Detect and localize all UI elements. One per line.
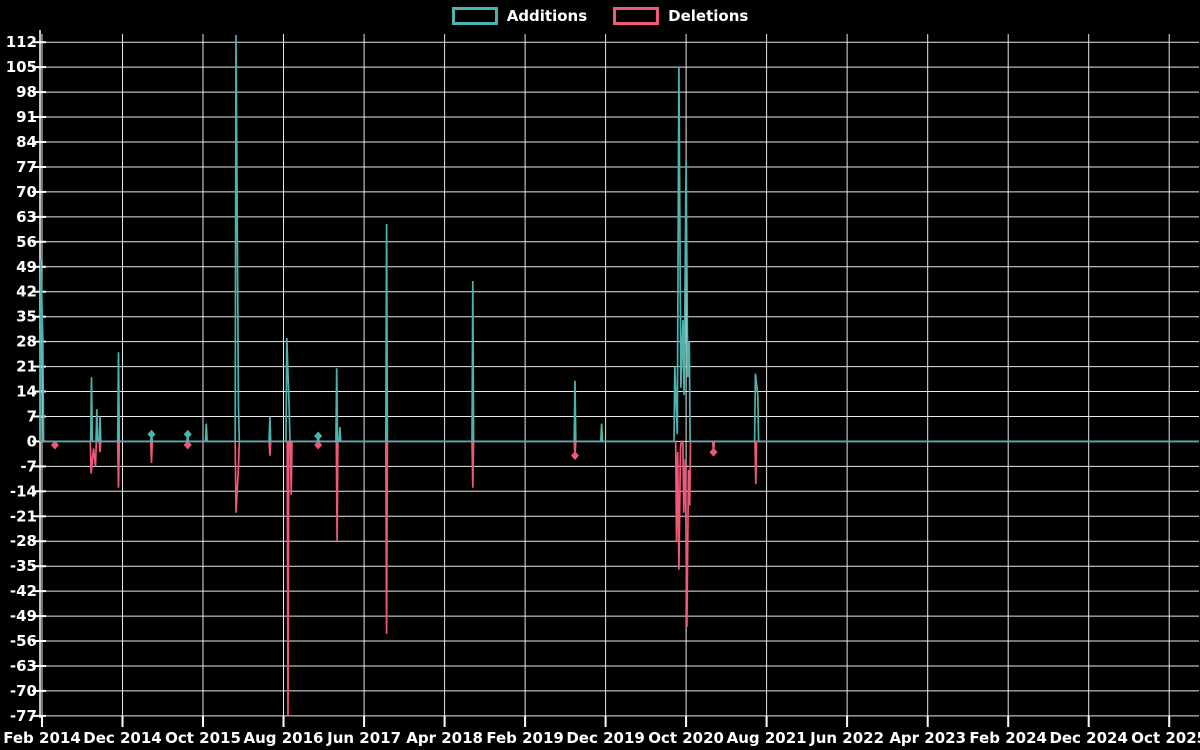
y-tick-label: -7 [20,457,37,475]
x-tick-label: Oct 2015 [165,729,241,747]
y-tick-label: 70 [16,183,37,201]
x-tick-label: Dec 2024 [1049,729,1128,747]
x-tick-label: Feb 2024 [969,729,1047,747]
deletions-swatch-icon [613,7,660,25]
marker-diamond-deletions [183,440,192,450]
y-tick-label: 84 [16,133,37,151]
y-tick-label: 98 [16,83,37,101]
y-tick-label: -28 [10,532,37,550]
y-tick-label: 91 [16,108,37,126]
y-tick-label: -14 [10,482,37,500]
y-tick-label: 49 [16,258,37,276]
y-tick-label: -49 [10,607,37,625]
x-tick-label: Apr 2018 [406,729,483,747]
marker-diamond-additions [314,431,323,441]
series-line-deletions [40,440,1199,716]
y-tick-label: -56 [10,632,37,650]
legend-label-deletions: Deletions [668,7,749,25]
x-tick-label: Dec 2014 [83,729,162,747]
x-tick-label: Jun 2017 [326,729,401,747]
y-tick-label: -21 [10,507,37,525]
x-tick-label: Oct 2020 [648,729,724,747]
x-tick-label: Aug 2016 [244,729,324,747]
y-tick-label: -42 [10,582,37,600]
marker-diamond-deletions [314,440,323,450]
y-tick-label: 42 [16,283,37,301]
y-tick-label: 7 [27,408,37,426]
y-tick-label: 0 [27,432,37,450]
y-tick-label: 112 [6,33,37,51]
y-tick-label: 14 [16,383,37,401]
x-tick-label: Aug 2021 [727,729,807,747]
marker-diamond-deletions [50,440,59,450]
chart-legend: Additions Deletions [0,7,1200,25]
y-tick-label: -77 [10,707,37,725]
legend-item-additions[interactable]: Additions [451,7,588,25]
y-tick-label: 77 [16,158,37,176]
marker-diamond-additions [147,429,156,439]
marker-diamond-deletions [709,447,718,457]
y-tick-label: 28 [16,333,37,351]
x-tick-label: Apr 2023 [889,729,966,747]
additions-swatch-icon [451,7,498,25]
legend-label-additions: Additions [506,7,588,25]
marker-diamond-additions [183,429,192,439]
x-tick-label: Dec 2019 [566,729,645,747]
y-tick-label: 21 [16,358,37,376]
y-tick-label: 35 [16,308,37,326]
y-tick-label: 56 [16,233,37,251]
marker-diamond-deletions [571,451,580,461]
y-tick-label: 63 [16,208,37,226]
y-tick-label: -70 [10,682,37,700]
series-line-additions [39,35,1199,443]
y-tick-label: -35 [10,557,37,575]
x-tick-label: Oct 2025 [1131,729,1200,747]
legend-item-deletions[interactable]: Deletions [613,7,748,25]
y-tick-label: -63 [10,657,37,675]
x-tick-label: Feb 2019 [486,729,564,747]
x-tick-label: Jun 2022 [809,729,884,747]
y-tick-label: 105 [6,58,37,76]
x-tick-label: Feb 2014 [3,729,81,747]
